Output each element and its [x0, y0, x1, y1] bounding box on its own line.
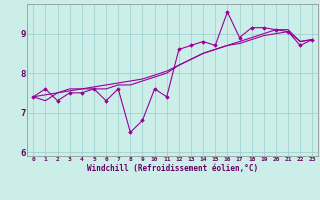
X-axis label: Windchill (Refroidissement éolien,°C): Windchill (Refroidissement éolien,°C) [87, 164, 258, 173]
